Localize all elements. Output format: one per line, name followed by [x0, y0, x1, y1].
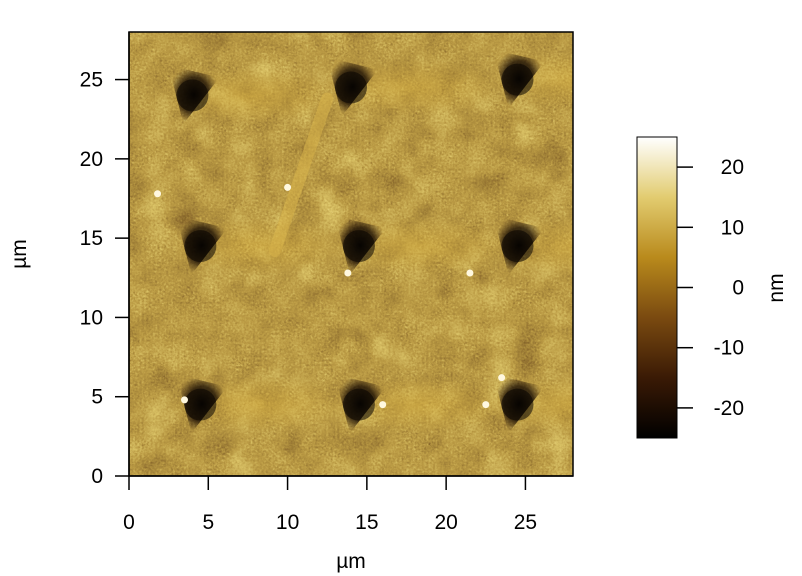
pit-core [184, 388, 217, 421]
colorbar-tick-label: 10 [721, 216, 744, 239]
x-tick-label: 20 [434, 511, 457, 534]
bright-particle [181, 396, 188, 404]
triangular-pit-layer [168, 49, 545, 434]
pit-core [501, 388, 534, 421]
y-tick-label: 5 [91, 386, 103, 409]
x-tick-label: 5 [202, 511, 214, 534]
y-axis-title: µm [8, 239, 31, 269]
heightmap-image [129, 32, 573, 476]
colorbar-tick-label: -20 [714, 397, 744, 420]
colorbar-title: nm [765, 273, 788, 302]
colorbar-axis: 20 10 0 -10 -20 [677, 156, 744, 420]
bright-particle [466, 269, 474, 277]
x-tick-label: 15 [355, 511, 378, 534]
y-axis: 0 5 10 15 20 25 [80, 32, 130, 488]
fiber-layer [268, 92, 334, 257]
pit-core [501, 63, 534, 96]
pit-core [184, 230, 217, 263]
pit-core [342, 388, 375, 421]
pit-core [501, 230, 534, 263]
pit-core [176, 79, 209, 112]
pit-core [342, 230, 375, 263]
x-axis: 0 5 10 15 20 25 [123, 475, 573, 534]
colorbar-tick-label: 0 [732, 277, 744, 300]
bright-particle [482, 401, 490, 409]
bright-particle [284, 183, 292, 191]
y-tick-label: 15 [80, 227, 103, 250]
x-axis-title: µm [336, 550, 366, 573]
pit-core [335, 71, 367, 104]
bright-particle [498, 374, 506, 382]
bright-particle [344, 269, 352, 277]
y-tick-label: 10 [80, 306, 103, 329]
colorbar-tick-label: -10 [714, 337, 744, 360]
bright-particle [154, 190, 162, 198]
x-tick-label: 10 [276, 511, 299, 534]
y-tick-label: 0 [91, 465, 103, 488]
y-tick-label: 25 [80, 69, 103, 92]
colorbar [636, 136, 678, 439]
y-tick-label: 20 [80, 148, 103, 171]
bright-particle [379, 401, 387, 409]
bright-particle-layer [154, 183, 506, 409]
x-tick-label: 25 [514, 511, 537, 534]
x-tick-label: 0 [123, 511, 135, 534]
fiber-segment [268, 92, 334, 257]
colorbar-tick-label: 20 [721, 156, 744, 179]
